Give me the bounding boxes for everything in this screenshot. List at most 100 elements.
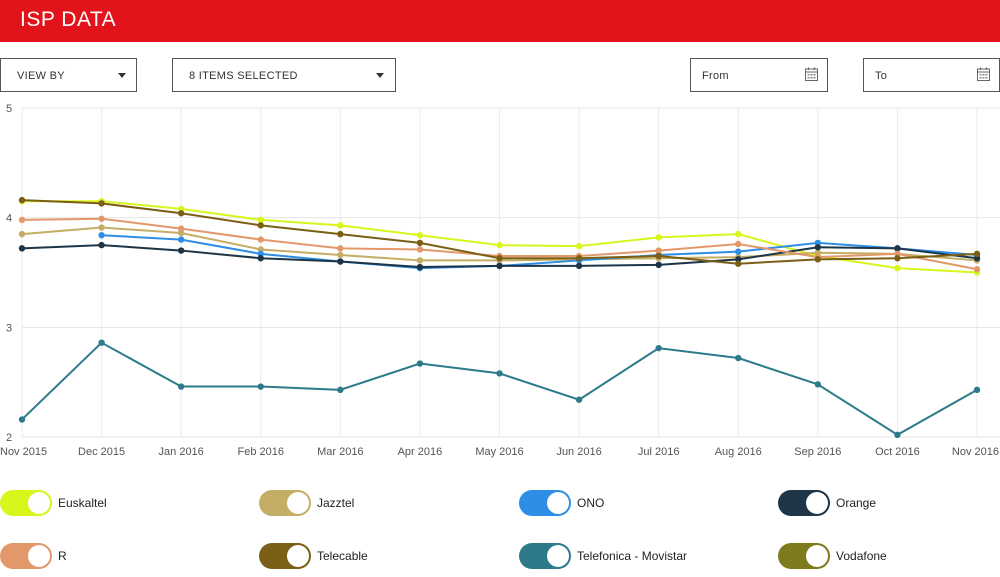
- data-point-orange: [257, 255, 264, 262]
- legend-label: R: [58, 549, 67, 563]
- toggle-knob: [547, 545, 569, 567]
- data-point-ono: [257, 250, 264, 258]
- data-point-orange: [18, 245, 26, 252]
- data-point-telecable: [814, 256, 822, 263]
- y-tick-label: 4: [6, 213, 12, 225]
- x-tick-label: Apr 2016: [398, 446, 443, 458]
- data-point-jazztel: [814, 249, 822, 256]
- data-point-ono: [735, 248, 742, 255]
- data-point-orange: [973, 255, 981, 262]
- data-point-orange: [337, 258, 344, 265]
- data-point-r: [337, 245, 344, 252]
- x-tick-label: Feb 2016: [238, 446, 284, 458]
- data-point-orange: [575, 262, 583, 270]
- data-point-r: [98, 215, 105, 222]
- legend-label: Vodafone: [836, 549, 887, 563]
- data-point-telefonica-movistar: [98, 339, 105, 346]
- toggle-telecable[interactable]: [259, 543, 311, 569]
- data-point-telecable: [257, 222, 264, 229]
- data-point-r: [18, 216, 26, 224]
- chevron-down-icon: [376, 73, 384, 78]
- x-tick-label: Mar 2016: [317, 446, 363, 458]
- data-point-orange: [177, 247, 185, 254]
- data-point-euskaltel: [257, 216, 264, 224]
- y-tick-label: 3: [6, 322, 12, 334]
- data-point-orange: [814, 244, 822, 251]
- data-point-telecable: [18, 196, 26, 204]
- y-tick-label: 5: [6, 103, 12, 115]
- data-point-telecable: [177, 210, 185, 217]
- data-point-orange: [98, 241, 105, 249]
- data-point-ono: [98, 232, 105, 239]
- data-point-telefonica-movistar: [337, 386, 344, 394]
- y-tick-label: 2: [6, 432, 12, 444]
- data-point-jazztel: [98, 224, 105, 231]
- toggle-orange[interactable]: [778, 490, 830, 516]
- data-point-telecable: [894, 255, 901, 262]
- data-point-euskaltel: [416, 232, 424, 239]
- legend-label: Telecable: [317, 549, 368, 563]
- data-point-r: [416, 246, 424, 253]
- x-tick-label: Jul 2016: [638, 446, 680, 458]
- data-point-orange: [496, 262, 503, 270]
- data-point-telecable: [735, 260, 742, 267]
- data-point-ono: [814, 239, 822, 247]
- data-point-telefonica-movistar: [735, 354, 742, 362]
- legend-label: ONO: [577, 496, 605, 510]
- page-title: ISP DATA: [20, 8, 117, 31]
- x-tick-label: Oct 2016: [875, 446, 920, 458]
- data-point-euskaltel: [735, 230, 742, 238]
- data-point-jazztel: [337, 251, 344, 259]
- data-point-telecable: [655, 252, 662, 260]
- x-tick-label: Dec 2015: [78, 446, 125, 458]
- data-point-r: [973, 266, 981, 273]
- x-tick-label: Nov 2016: [952, 446, 999, 458]
- to-date-input[interactable]: To: [863, 58, 1000, 92]
- calendar-icon: [977, 67, 990, 81]
- calendar-icon: [805, 67, 818, 81]
- data-point-telecable: [575, 255, 583, 262]
- x-tick-label: Jan 2016: [159, 446, 204, 458]
- legend-label: Jazztel: [317, 496, 355, 510]
- data-point-jazztel: [18, 230, 26, 238]
- chevron-down-icon: [118, 73, 126, 78]
- legend-label: Telefonica - Movistar: [577, 549, 688, 563]
- toggle-ono[interactable]: [519, 490, 571, 516]
- data-point-telecable: [496, 255, 503, 262]
- data-point-r: [655, 247, 662, 254]
- data-point-telefonica-movistar: [416, 360, 424, 367]
- toggle-euskaltel[interactable]: [0, 490, 52, 516]
- data-point-euskaltel: [496, 241, 503, 249]
- items-select-dropdown[interactable]: 8 ITEMS SELECTED: [172, 58, 396, 92]
- data-point-telefonica-movistar: [973, 386, 981, 394]
- view-by-dropdown[interactable]: VIEW BY: [0, 58, 137, 92]
- from-date-input[interactable]: From: [690, 58, 828, 92]
- data-point-jazztel: [416, 257, 424, 264]
- data-point-jazztel: [177, 229, 185, 237]
- toggle-knob: [806, 545, 828, 567]
- data-point-euskaltel: [177, 205, 185, 213]
- data-point-telecable: [973, 250, 981, 258]
- data-point-r: [257, 236, 264, 243]
- from-placeholder: From: [702, 70, 729, 82]
- data-point-euskaltel: [655, 234, 662, 241]
- x-tick-label: Nov 2015: [0, 446, 47, 458]
- data-point-orange: [655, 261, 662, 269]
- toggle-r[interactable]: [0, 543, 52, 569]
- data-point-telefonica-movistar: [575, 396, 583, 403]
- data-point-ono: [177, 236, 185, 243]
- toggle-telefonica-movistar[interactable]: [519, 543, 571, 569]
- data-point-telefonica-movistar: [257, 383, 264, 390]
- data-point-orange: [735, 256, 742, 263]
- data-point-jazztel: [257, 246, 264, 253]
- toggle-vodafone[interactable]: [778, 543, 830, 569]
- toggle-knob: [287, 492, 309, 514]
- to-placeholder: To: [875, 70, 888, 82]
- toggle-knob: [28, 545, 50, 567]
- data-point-telecable: [98, 200, 105, 207]
- toggle-knob: [28, 492, 50, 514]
- toggle-jazztel[interactable]: [259, 490, 311, 516]
- legend-label: Euskaltel: [58, 496, 107, 510]
- legend-label: Orange: [836, 496, 877, 510]
- data-point-orange: [416, 263, 424, 271]
